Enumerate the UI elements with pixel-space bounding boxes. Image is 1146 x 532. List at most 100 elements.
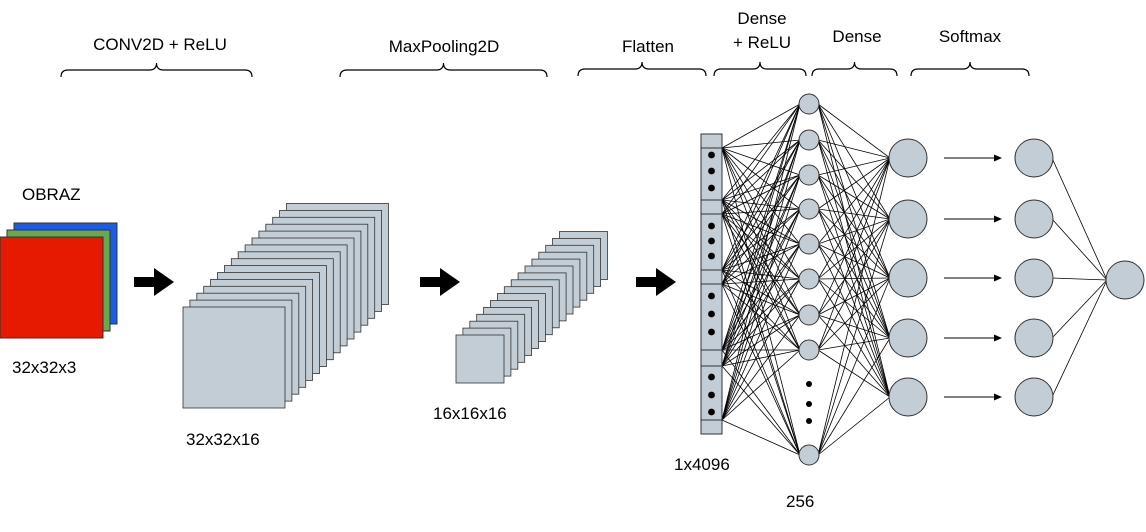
connection-line — [817, 208, 891, 398]
connection-line — [721, 103, 801, 149]
stage-label-conv: CONV2D + ReLU — [93, 35, 227, 54]
connection-line — [721, 278, 801, 421]
dot — [708, 408, 715, 416]
connection-line — [721, 103, 801, 367]
connection-line — [721, 314, 801, 421]
arrow-head — [994, 393, 1002, 401]
network-nodes — [798, 93, 1145, 466]
connection-line — [721, 213, 801, 351]
connection-line — [721, 147, 801, 245]
conv-feature-map-stack — [182, 203, 389, 409]
ellipsis-vertical-icon — [806, 418, 812, 424]
connection-line — [817, 174, 891, 279]
connection-line — [721, 208, 801, 285]
dense-neuron — [798, 444, 820, 466]
connection-line — [1051, 279, 1108, 339]
connection-line — [1051, 279, 1108, 398]
input-title: OBRAZ — [22, 185, 81, 204]
connection-line — [817, 208, 891, 339]
stage-label-dense-relu-line2: + ReLU — [732, 33, 792, 52]
connection-line — [817, 218, 891, 245]
dense-neuron — [798, 268, 820, 290]
dense-neuron — [798, 164, 820, 186]
connection-line — [721, 365, 801, 456]
dense-neuron — [798, 198, 820, 220]
pool-shape-label: 16x16x16 — [433, 404, 507, 423]
softmax-neuron — [1014, 318, 1054, 358]
stage-label-flatten: Flatten — [622, 37, 674, 56]
connection-line — [721, 147, 801, 176]
connection-line — [721, 243, 801, 421]
connection-line — [721, 349, 801, 456]
dot — [708, 292, 715, 300]
stage-label-softmax: Softmax — [938, 27, 1002, 46]
connection-line — [721, 283, 801, 316]
conv-shape-label: 32x32x16 — [186, 430, 260, 449]
connection-line — [721, 243, 801, 285]
network-connections — [721, 103, 1108, 456]
connection-line — [817, 337, 891, 456]
brace-dense — [811, 61, 898, 77]
connection-line — [721, 174, 801, 285]
dense-neuron — [798, 339, 820, 361]
connection-line — [817, 277, 891, 351]
pool-feature-map-stack — [455, 231, 608, 384]
arrow-right-icon — [636, 268, 676, 296]
connection-line — [721, 139, 801, 285]
connection-line — [817, 396, 891, 456]
connection-line — [817, 218, 891, 280]
connection-line — [721, 147, 801, 456]
connection-line — [817, 139, 891, 398]
dot — [708, 391, 715, 399]
connection-line — [817, 218, 891, 456]
dot — [708, 151, 715, 159]
dense-neuron — [798, 129, 820, 151]
connection-line — [721, 147, 801, 280]
connection-line — [817, 103, 891, 279]
connection-line — [721, 139, 801, 215]
dot — [708, 373, 715, 381]
dense-output-neuron — [888, 258, 928, 298]
output-neuron — [1105, 260, 1145, 300]
arrow-head — [994, 274, 1002, 282]
flatten-vector — [700, 133, 723, 435]
connection-line — [721, 139, 801, 201]
connection-line — [817, 139, 891, 339]
stage-label-pool: MaxPooling2D — [388, 37, 500, 56]
connection-line — [721, 283, 801, 456]
connection-line — [817, 157, 891, 351]
softmax-neuron — [1014, 138, 1054, 178]
dot — [708, 310, 715, 318]
connection-line — [721, 208, 801, 421]
connection-line — [817, 208, 891, 279]
connection-line — [817, 208, 891, 220]
connection-line — [1051, 157, 1108, 281]
dense-neuron — [798, 233, 820, 255]
connection-line — [721, 314, 801, 367]
ellipsis-vertical-icon — [806, 401, 812, 407]
connection-line — [721, 349, 801, 367]
dense-neuron — [798, 304, 820, 326]
softmax-neuron — [1014, 199, 1054, 239]
connection-line — [721, 147, 801, 210]
brace-dense-relu — [713, 61, 807, 77]
dot — [708, 222, 715, 230]
arrow-head — [994, 334, 1002, 342]
connection-line — [817, 174, 891, 339]
connection-line — [721, 103, 801, 215]
connection-line — [721, 283, 801, 351]
arrow-right-icon — [420, 268, 460, 296]
connection-line — [817, 349, 891, 398]
connection-line — [721, 208, 801, 367]
connection-line — [817, 157, 891, 176]
feature-map — [455, 334, 505, 384]
connection-line — [721, 139, 801, 271]
connection-line — [817, 157, 891, 245]
brace-softmax — [910, 61, 1030, 77]
ellipsis-vertical-icon — [806, 381, 812, 387]
dot — [708, 184, 715, 192]
stage-braces — [60, 61, 1030, 78]
connection-line — [721, 139, 801, 421]
connection-line — [817, 103, 891, 159]
